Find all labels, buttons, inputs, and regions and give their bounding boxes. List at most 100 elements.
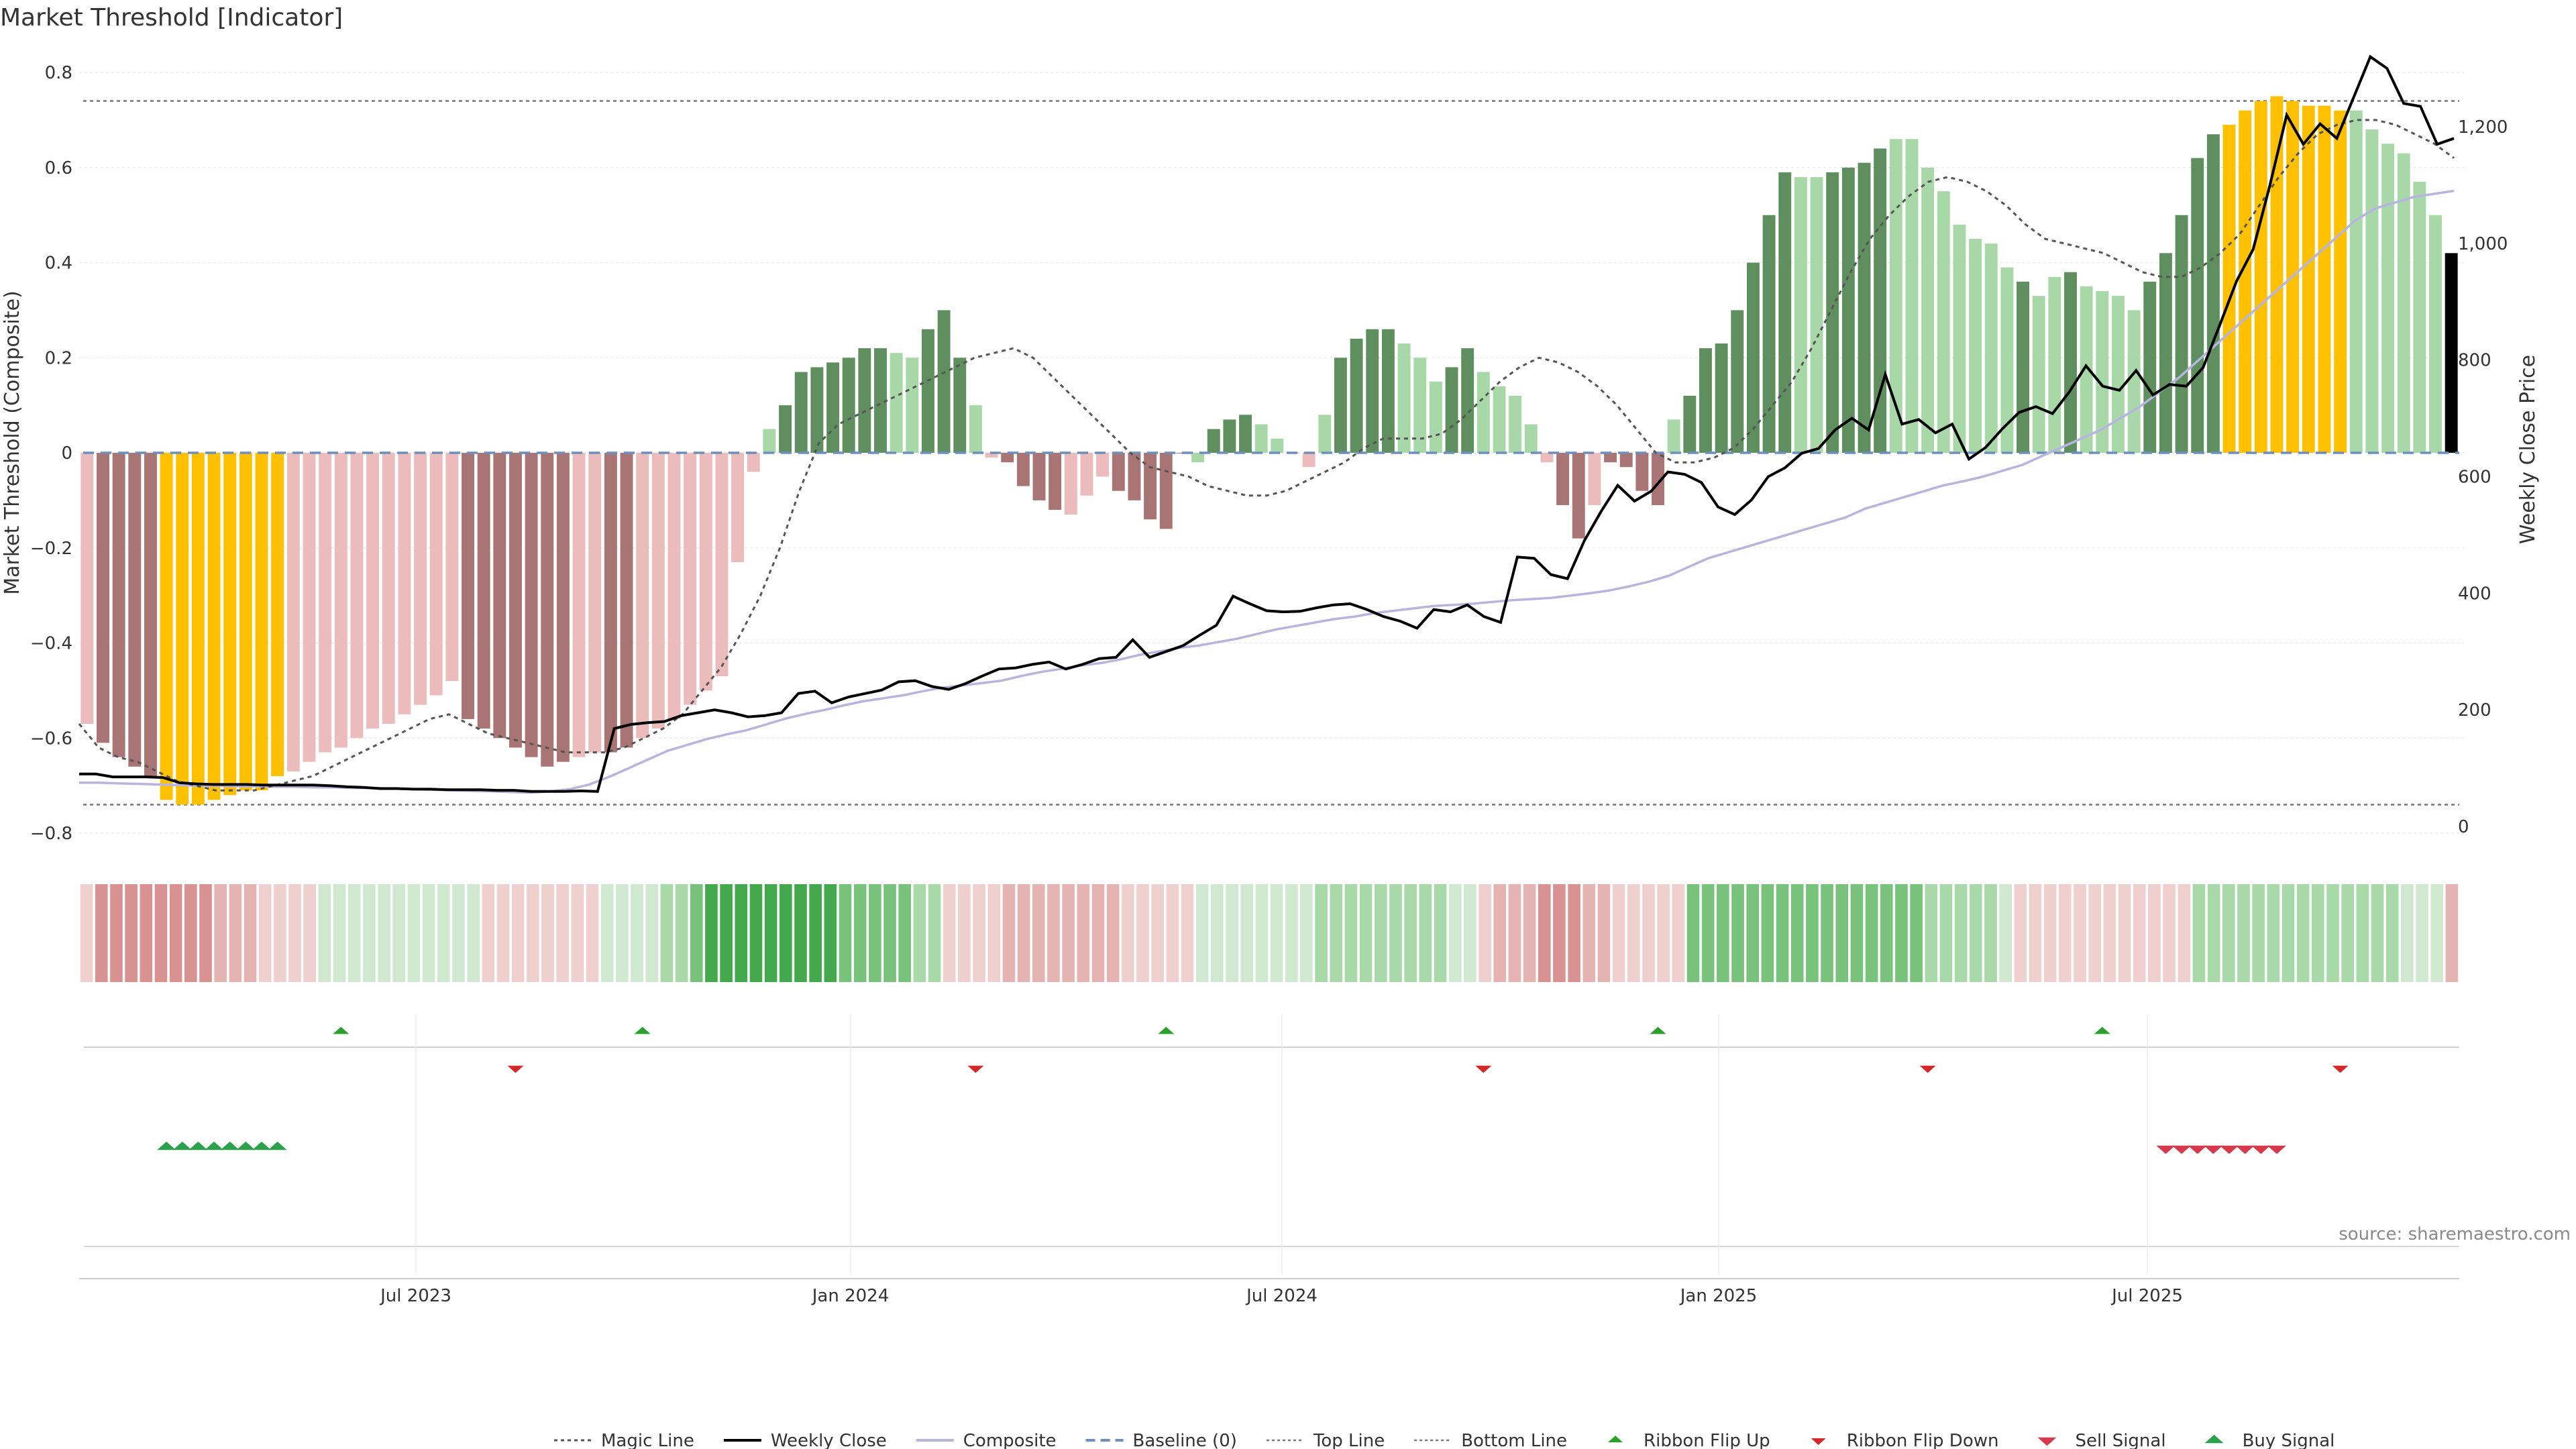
ribbon-cell	[95, 884, 108, 982]
composite-bar	[2429, 215, 2442, 453]
legend-label: Top Line	[1313, 1431, 1385, 1449]
composite-bar	[191, 453, 205, 805]
ribbon-cell	[1344, 884, 1358, 982]
composite-bar	[1984, 244, 1998, 453]
ribbon-flip-down-marker	[507, 1065, 524, 1073]
composite-bar	[699, 453, 712, 691]
ribbon-cell	[482, 884, 495, 982]
legend-item-buy: Buy Signal	[2204, 1431, 2335, 1449]
composite-bar	[2445, 253, 2458, 453]
composite-bar	[2206, 134, 2220, 453]
ribbon-cell	[229, 884, 242, 982]
ribbon-cell	[2103, 884, 2116, 982]
ribbon-cell	[1047, 884, 1060, 982]
ribbon-cell	[1657, 884, 1670, 982]
ribbon-cell	[467, 884, 480, 982]
ribbon-cell	[1493, 884, 1507, 982]
composite-bar	[445, 453, 459, 682]
ribbon-cell	[973, 884, 985, 982]
ribbon-cell	[1151, 884, 1165, 982]
ribbon-cell	[928, 884, 941, 982]
ribbon-cell	[1686, 884, 1700, 982]
composite-bar	[2222, 124, 2236, 453]
ribbon-cell	[1240, 884, 1254, 982]
ribbon-cell	[2341, 884, 2355, 982]
composite-bar	[1969, 239, 1982, 453]
ribbon-cell	[1672, 884, 1685, 982]
ribbon-cell	[2401, 884, 2414, 982]
composite-bar	[493, 453, 506, 739]
ribbon-cell	[943, 884, 956, 982]
ribbon-cell	[1166, 884, 1179, 982]
composite-bar	[937, 310, 951, 453]
ribbon-cell	[1359, 884, 1373, 982]
composite-bar	[286, 453, 300, 771]
ribbon-cell	[1077, 884, 1090, 982]
sell-signal-marker	[2188, 1145, 2207, 1155]
ribbon-cell	[80, 884, 93, 982]
ribbon-cell	[1285, 884, 1298, 982]
ribbon-flip-down-marker	[1475, 1065, 1492, 1073]
composite-bar	[239, 453, 252, 791]
y-tick-label: −0.6	[30, 729, 72, 749]
ribbon-cell	[1731, 884, 1744, 982]
ribbon-cell	[1717, 884, 1729, 982]
legend-item-bottom: Bottom Line	[1414, 1431, 1567, 1449]
ribbon-cell	[541, 884, 554, 982]
composite-bar	[1889, 139, 1902, 453]
signal-ribbon	[80, 884, 2459, 982]
buy-signal-marker	[189, 1141, 208, 1150]
ribbon-cell	[2059, 884, 2072, 982]
composite-bar	[414, 453, 427, 705]
ribbon-cell	[2088, 884, 2102, 982]
ribbon-cell	[1122, 884, 1134, 982]
ribbon-cell	[2148, 884, 2161, 982]
ribbon-cell	[1062, 884, 1075, 982]
sell-signal-marker	[2251, 1145, 2271, 1155]
composite-bar	[2318, 105, 2331, 453]
y-axis-label: Market Threshold (Composite)	[1, 290, 24, 595]
composite-bar	[2111, 296, 2125, 453]
ribbon-cell	[1821, 884, 1833, 982]
ribbon-cell	[511, 884, 525, 982]
composite-bar	[382, 453, 395, 724]
buy-sell-panel	[84, 1141, 2459, 1247]
legend-item-composite: Composite	[916, 1431, 1057, 1449]
composite-bar	[651, 453, 665, 729]
ribbon-cell	[1895, 884, 1908, 982]
y-tick-label: 0.8	[45, 63, 72, 83]
ribbon-cell	[2133, 884, 2146, 982]
composite-bars	[80, 96, 2458, 805]
composite-bar	[2191, 158, 2204, 453]
sell-signal-marker	[2267, 1145, 2286, 1155]
ribbon-cell	[779, 884, 792, 982]
buy-signal-marker	[205, 1141, 224, 1150]
composite-bar	[1604, 453, 1617, 463]
composite-bar	[985, 453, 998, 458]
composite-bar	[1049, 453, 1062, 511]
ribbon-cell	[883, 884, 896, 982]
ribbon-flip-up-marker	[1158, 1026, 1175, 1034]
x-tick-label: Jul 2023	[379, 1286, 451, 1306]
y-tick-label: 0.6	[45, 158, 72, 178]
composite-bar	[255, 453, 268, 791]
ribbon-cell	[1568, 884, 1580, 982]
legend-item-sell: Sell Signal	[2037, 1431, 2166, 1449]
legend-label: Baseline (0)	[1133, 1431, 1237, 1449]
composite-bar	[271, 453, 284, 776]
composite-bar	[2064, 272, 2077, 453]
composite-bar	[1477, 372, 1490, 453]
y2-tick-label: 0	[2458, 817, 2469, 837]
composite-bar	[1588, 453, 1601, 505]
composite-bar	[1461, 348, 1474, 453]
composite-bar	[731, 453, 745, 563]
ribbon-cell	[1374, 884, 1387, 982]
composite-bar	[1207, 429, 1220, 453]
ribbon-cell	[378, 884, 390, 982]
ribbon-cell	[1404, 884, 1417, 982]
ribbon-cell	[720, 884, 733, 982]
legend-label: Buy Signal	[2243, 1431, 2335, 1449]
composite-bar	[826, 362, 839, 453]
ribbon-cell	[1701, 884, 1715, 982]
